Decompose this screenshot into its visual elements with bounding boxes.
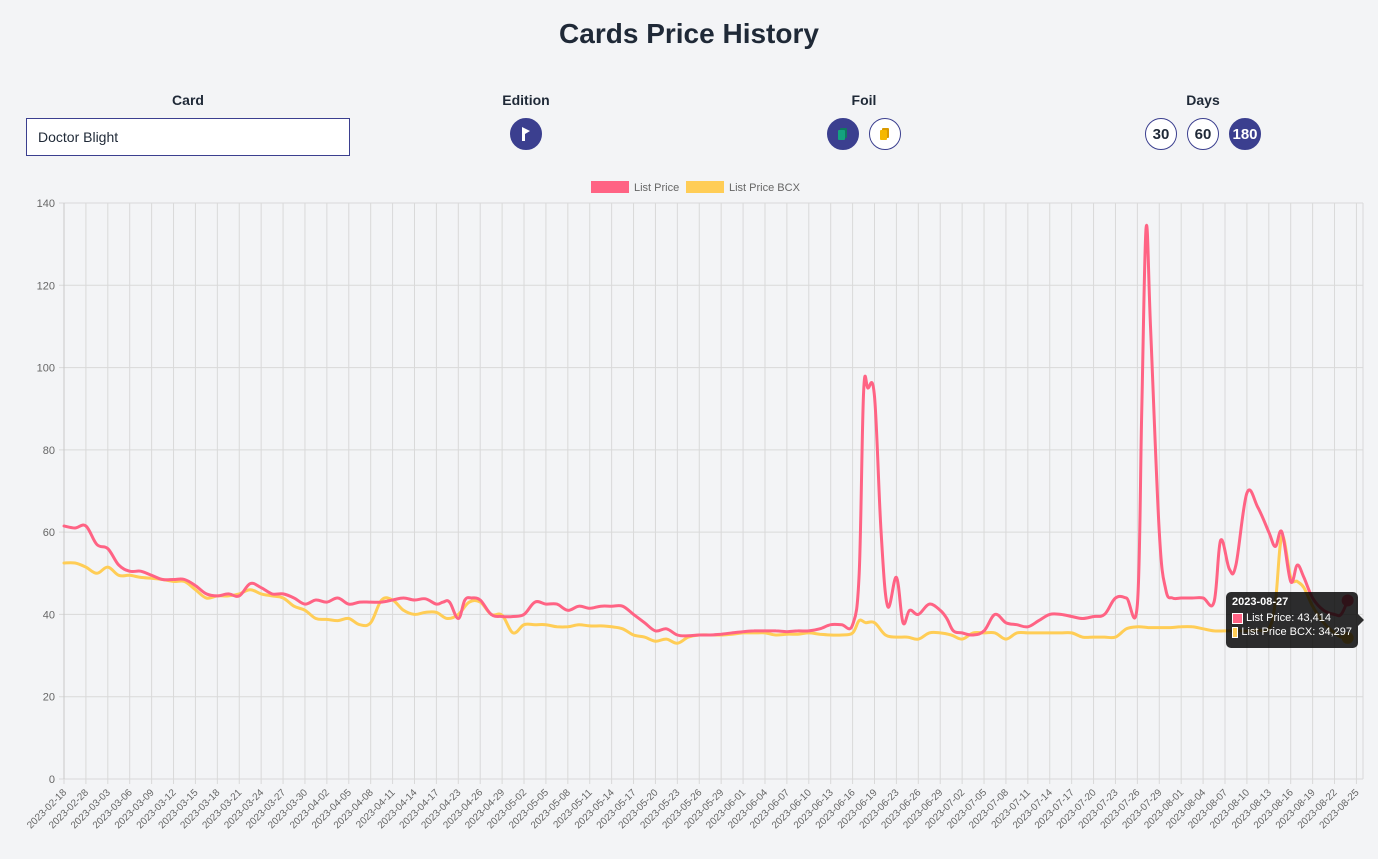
price-history-chart: List Price List Price BCX 2023-02-182023-0… (25, 181, 1364, 831)
y-tick-label: 0 (49, 774, 55, 786)
days-label: Days (1186, 92, 1220, 108)
tooltip-swatch-list-price-bcx (1232, 626, 1239, 638)
card-control: Card (26, 92, 350, 156)
tooltip-row: List Price BCX: 34,297 (1232, 626, 1352, 638)
chart-legend: List Price List Price BCX (591, 181, 801, 194)
foil-regular-button[interactable] (827, 118, 859, 150)
y-tick-label: 80 (43, 445, 55, 457)
legend-swatch (591, 181, 629, 193)
foil-label: Foil (851, 92, 877, 108)
y-tick-label: 60 (43, 527, 55, 539)
days-60-button[interactable]: 60 (1187, 118, 1219, 150)
x-grid: 2023-02-182023-02-282023-03-032023-03-06… (25, 203, 1364, 831)
edition-button[interactable] (510, 118, 542, 150)
tooltip-list-price: List Price: 43,414 (1246, 612, 1331, 624)
series-line-list-price[interactable] (62, 223, 1350, 638)
y-grid: 0 20 40 60 80 100 120 140 (37, 198, 1363, 786)
tooltip-list-price-bcx: List Price BCX: 34,297 (1241, 626, 1352, 638)
y-tick-label: 40 (43, 609, 55, 621)
regular-card-icon (838, 128, 847, 140)
series-line-list-price-bcx[interactable] (62, 534, 1350, 645)
legend-swatch (686, 181, 724, 193)
y-tick-label: 120 (37, 280, 55, 292)
card-input[interactable] (26, 118, 350, 156)
chart-tooltip: 2023-08-27 List Price: 43,414 List Price… (1226, 592, 1364, 648)
foil-control: Foil (824, 92, 904, 150)
legend-label[interactable]: List Price (634, 182, 679, 194)
tooltip-title: 2023-08-27 (1232, 596, 1289, 608)
days-180-button[interactable]: 180 (1229, 118, 1261, 150)
edition-label: Edition (502, 92, 550, 108)
tooltip-swatch-list-price (1232, 612, 1243, 624)
legend-label[interactable]: List Price BCX (729, 182, 801, 194)
gold-card-icon (880, 128, 889, 140)
days-control: Days 30 60 180 (1140, 92, 1266, 150)
page-title: Cards Price History (559, 18, 819, 49)
edition-flag-icon (522, 127, 530, 141)
card-label: Card (172, 92, 204, 108)
y-tick-label: 140 (37, 198, 55, 210)
edition-control: Edition (486, 92, 566, 150)
y-tick-label: 20 (43, 692, 55, 704)
days-30-button[interactable]: 30 (1145, 118, 1177, 150)
tooltip-row: List Price: 43,414 (1232, 612, 1352, 624)
foil-gold-button[interactable] (869, 118, 901, 150)
y-tick-label: 100 (37, 363, 55, 375)
